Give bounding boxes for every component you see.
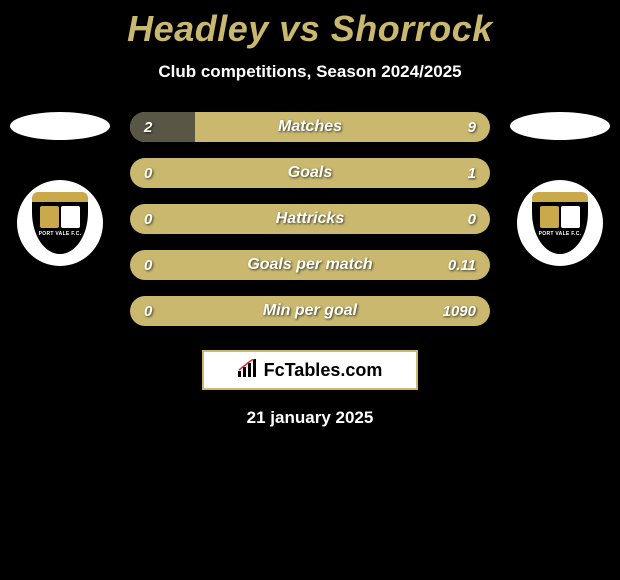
- player-left-avatar: [10, 112, 110, 140]
- club-shield-icon: PORT VALE F.C.: [32, 192, 88, 254]
- branding-link[interactable]: FcTables.com: [202, 350, 418, 390]
- stat-row: 0Goals1: [130, 158, 490, 188]
- stat-value-right: 1090: [443, 296, 476, 326]
- player-right-club-badge: PORT VALE F.C.: [517, 180, 603, 266]
- date-text: 21 january 2025: [0, 408, 620, 428]
- bar-chart-icon: [238, 359, 260, 382]
- subtitle: Club competitions, Season 2024/2025: [0, 62, 620, 82]
- stats-bars: 2Matches90Goals10Hattricks00Goals per ma…: [110, 112, 510, 342]
- page-title: Headley vs Shorrock: [0, 8, 620, 50]
- player-right-avatar: [510, 112, 610, 140]
- stat-label: Goals: [130, 158, 490, 188]
- comparison-card: Headley vs Shorrock Club competitions, S…: [0, 0, 620, 428]
- branding-text: FcTables.com: [264, 360, 383, 381]
- player-left-column: PORT VALE F.C.: [10, 112, 110, 266]
- stat-row: 0Min per goal1090: [130, 296, 490, 326]
- stat-value-right: 0.11: [448, 250, 476, 280]
- club-name-text: PORT VALE F.C.: [39, 231, 82, 237]
- stat-value-right: 1: [468, 158, 476, 188]
- club-shield-icon: PORT VALE F.C.: [532, 192, 588, 254]
- stat-label: Matches: [130, 112, 490, 142]
- stat-label: Min per goal: [130, 296, 490, 326]
- player-left-club-badge: PORT VALE F.C.: [17, 180, 103, 266]
- stat-value-right: 0: [468, 204, 476, 234]
- player-right-column: PORT VALE F.C.: [510, 112, 610, 266]
- stat-row: 0Goals per match0.11: [130, 250, 490, 280]
- stat-value-right: 9: [468, 112, 476, 142]
- stat-row: 0Hattricks0: [130, 204, 490, 234]
- main-row: PORT VALE F.C. 2Matches90Goals10Hattrick…: [0, 112, 620, 342]
- stat-label: Hattricks: [130, 204, 490, 234]
- club-name-text: PORT VALE F.C.: [539, 231, 582, 237]
- stat-row: 2Matches9: [130, 112, 490, 142]
- stat-label: Goals per match: [130, 250, 490, 280]
